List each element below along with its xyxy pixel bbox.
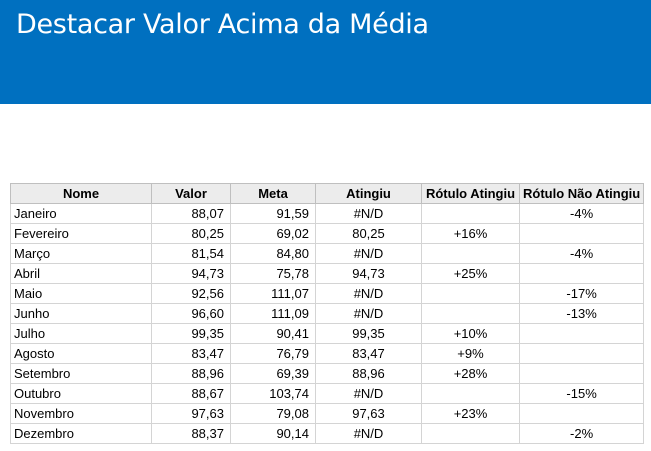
- cell-meta[interactable]: 111,09: [230, 303, 316, 324]
- cell-rotulo-atingiu[interactable]: [421, 383, 520, 404]
- cell-valor[interactable]: 96,60: [151, 303, 231, 324]
- header-rotulo-nao-atingiu[interactable]: Rótulo Não Atingiu: [518, 183, 645, 204]
- cell-atingiu[interactable]: 80,25: [315, 223, 422, 244]
- page-title: Destacar Valor Acima da Média: [16, 9, 429, 40]
- cell-rotulo-atingiu[interactable]: +25%: [421, 263, 520, 284]
- cell-rotulo-atingiu[interactable]: +10%: [421, 323, 520, 344]
- cell-valor[interactable]: 99,35: [151, 323, 231, 344]
- table-row: Março 81,54 84,80 #N/D -4%: [10, 243, 645, 264]
- cell-meta[interactable]: 91,59: [230, 203, 316, 224]
- cell-atingiu[interactable]: 97,63: [315, 403, 422, 424]
- cell-meta[interactable]: 75,78: [230, 263, 316, 284]
- cell-meta[interactable]: 69,39: [230, 363, 316, 384]
- cell-atingiu[interactable]: #N/D: [315, 423, 422, 444]
- cell-rotulo-nao-atingiu[interactable]: -17%: [518, 283, 645, 304]
- cell-valor[interactable]: 94,73: [151, 263, 231, 284]
- cell-atingiu[interactable]: #N/D: [315, 203, 422, 224]
- cell-atingiu[interactable]: 94,73: [315, 263, 422, 284]
- cell-atingiu[interactable]: #N/D: [315, 283, 422, 304]
- cell-rotulo-atingiu[interactable]: [421, 283, 520, 304]
- cell-rotulo-nao-atingiu[interactable]: [518, 263, 645, 284]
- table-row: Julho 99,35 90,41 99,35 +10%: [10, 323, 645, 344]
- cell-rotulo-atingiu[interactable]: [421, 303, 520, 324]
- cell-rotulo-nao-atingiu[interactable]: -4%: [518, 243, 645, 264]
- title-banner: Destacar Valor Acima da Média: [0, 0, 651, 104]
- cell-meta[interactable]: 103,74: [230, 383, 316, 404]
- cell-atingiu[interactable]: #N/D: [315, 303, 422, 324]
- cell-atingiu[interactable]: 88,96: [315, 363, 422, 384]
- cell-rotulo-nao-atingiu[interactable]: -2%: [518, 423, 645, 444]
- cell-rotulo-atingiu[interactable]: +28%: [421, 363, 520, 384]
- cell-nome[interactable]: Junho: [10, 303, 152, 324]
- cell-nome[interactable]: Maio: [10, 283, 152, 304]
- table-row: Maio 92,56 111,07 #N/D -17%: [10, 283, 645, 304]
- header-rotulo-atingiu[interactable]: Rótulo Atingiu: [421, 183, 520, 204]
- cell-valor[interactable]: 88,37: [151, 423, 231, 444]
- cell-rotulo-atingiu[interactable]: [421, 423, 520, 444]
- header-nome[interactable]: Nome: [10, 183, 152, 204]
- cell-valor[interactable]: 81,54: [151, 243, 231, 264]
- table-row: Setembro 88,96 69,39 88,96 +28%: [10, 363, 645, 384]
- cell-nome[interactable]: Novembro: [10, 403, 152, 424]
- cell-atingiu[interactable]: #N/D: [315, 243, 422, 264]
- cell-rotulo-nao-atingiu[interactable]: -15%: [518, 383, 645, 404]
- header-valor[interactable]: Valor: [151, 183, 231, 204]
- header-meta[interactable]: Meta: [230, 183, 316, 204]
- cell-meta[interactable]: 84,80: [230, 243, 316, 264]
- cell-atingiu[interactable]: #N/D: [315, 383, 422, 404]
- cell-nome[interactable]: Dezembro: [10, 423, 152, 444]
- cell-nome[interactable]: Abril: [10, 263, 152, 284]
- cell-meta[interactable]: 90,14: [230, 423, 316, 444]
- cell-nome[interactable]: Março: [10, 243, 152, 264]
- table-row: Abril 94,73 75,78 94,73 +25%: [10, 263, 645, 284]
- table-row: Junho 96,60 111,09 #N/D -13%: [10, 303, 645, 324]
- cell-rotulo-atingiu[interactable]: [421, 243, 520, 264]
- cell-rotulo-nao-atingiu[interactable]: [518, 343, 645, 364]
- cell-rotulo-nao-atingiu[interactable]: [518, 363, 645, 384]
- cell-meta[interactable]: 90,41: [230, 323, 316, 344]
- cell-rotulo-atingiu[interactable]: +23%: [421, 403, 520, 424]
- cell-rotulo-nao-atingiu[interactable]: -4%: [518, 203, 645, 224]
- data-table: Nome Valor Meta Atingiu Rótulo Atingiu R…: [10, 183, 645, 444]
- cell-valor[interactable]: 88,07: [151, 203, 231, 224]
- cell-atingiu[interactable]: 83,47: [315, 343, 422, 364]
- cell-rotulo-nao-atingiu[interactable]: -13%: [518, 303, 645, 324]
- cell-valor[interactable]: 97,63: [151, 403, 231, 424]
- cell-valor[interactable]: 88,67: [151, 383, 231, 404]
- cell-meta[interactable]: 76,79: [230, 343, 316, 364]
- table-row: Outubro 88,67 103,74 #N/D -15%: [10, 383, 645, 404]
- cell-atingiu[interactable]: 99,35: [315, 323, 422, 344]
- table-row: Janeiro 88,07 91,59 #N/D -4%: [10, 203, 645, 224]
- header-atingiu[interactable]: Atingiu: [315, 183, 422, 204]
- cell-nome[interactable]: Outubro: [10, 383, 152, 404]
- table-row: Dezembro 88,37 90,14 #N/D -2%: [10, 423, 645, 444]
- cell-nome[interactable]: Fevereiro: [10, 223, 152, 244]
- table-row: Novembro 97,63 79,08 97,63 +23%: [10, 403, 645, 424]
- header-row: Nome Valor Meta Atingiu Rótulo Atingiu R…: [10, 183, 645, 204]
- cell-nome[interactable]: Janeiro: [10, 203, 152, 224]
- cell-rotulo-atingiu[interactable]: +16%: [421, 223, 520, 244]
- cell-nome[interactable]: Agosto: [10, 343, 152, 364]
- cell-meta[interactable]: 69,02: [230, 223, 316, 244]
- cell-meta[interactable]: 79,08: [230, 403, 316, 424]
- cell-valor[interactable]: 88,96: [151, 363, 231, 384]
- cell-rotulo-nao-atingiu[interactable]: [518, 323, 645, 344]
- cell-rotulo-nao-atingiu[interactable]: [518, 223, 645, 244]
- table-body: Janeiro 88,07 91,59 #N/D -4% Fevereiro 80,25 69…: [10, 203, 645, 444]
- cell-valor[interactable]: 83,47: [151, 343, 231, 364]
- cell-meta[interactable]: 111,07: [230, 283, 316, 304]
- table-row: Agosto 83,47 76,79 83,47 +9%: [10, 343, 645, 364]
- cell-rotulo-atingiu[interactable]: [421, 203, 520, 224]
- cell-valor[interactable]: 80,25: [151, 223, 231, 244]
- cell-nome[interactable]: Julho: [10, 323, 152, 344]
- cell-valor[interactable]: 92,56: [151, 283, 231, 304]
- cell-rotulo-atingiu[interactable]: +9%: [421, 343, 520, 364]
- table-row: Fevereiro 80,25 69,02 80,25 +16%: [10, 223, 645, 244]
- cell-nome[interactable]: Setembro: [10, 363, 152, 384]
- cell-rotulo-nao-atingiu[interactable]: [518, 403, 645, 424]
